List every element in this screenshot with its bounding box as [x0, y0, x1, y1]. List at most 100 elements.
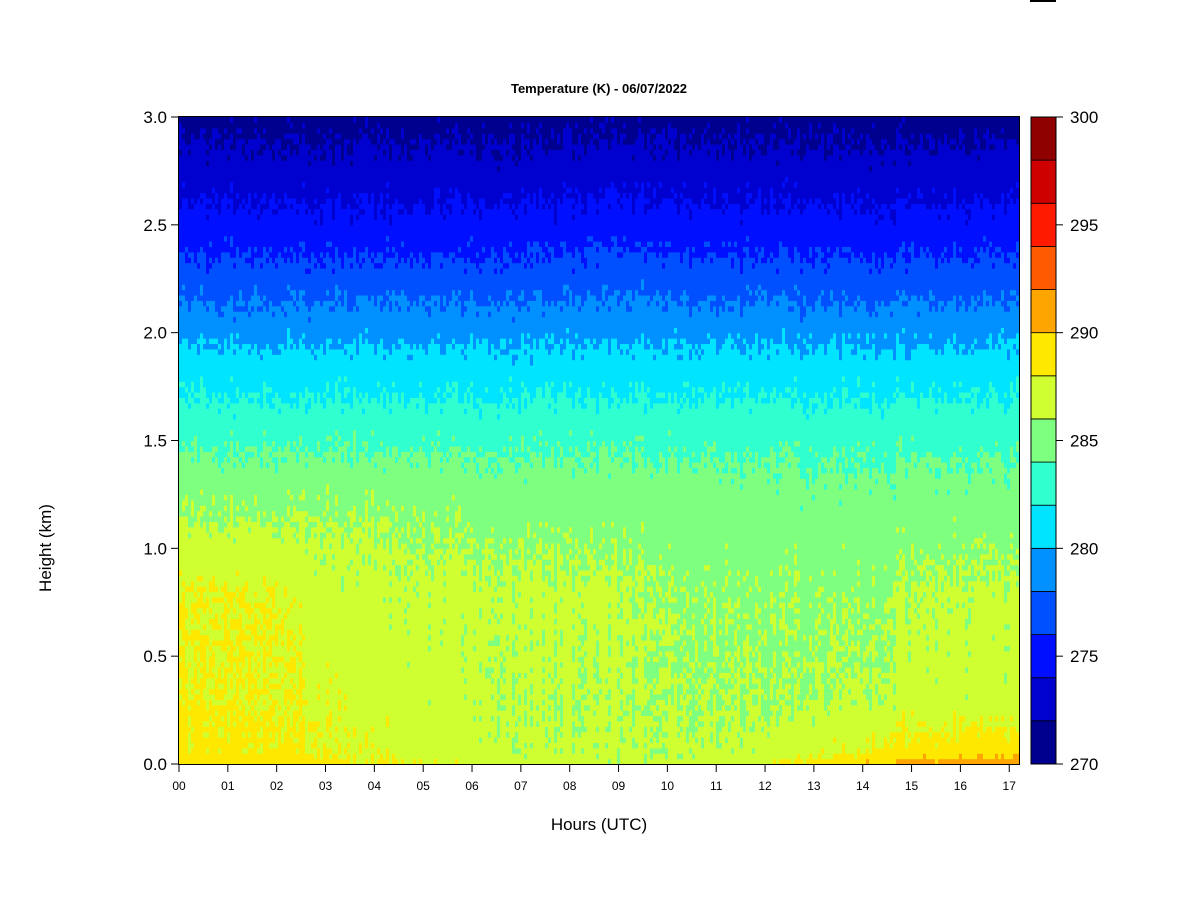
heatmap-cell: [272, 537, 276, 587]
heatmap-cell: [521, 391, 525, 436]
heatmap-cell: [680, 758, 684, 765]
heatmap-cell: [278, 343, 282, 350]
heatmap-cell: [545, 445, 549, 458]
heatmap-cell: [242, 311, 246, 345]
heatmap-cell: [389, 602, 393, 614]
heatmap-cell: [542, 710, 546, 722]
heatmap-cell: [389, 138, 393, 145]
heatmap-cell: [182, 181, 186, 188]
heatmap-cell: [683, 289, 687, 339]
heatmap-cell: [245, 650, 249, 657]
heatmap-cell: [251, 445, 255, 452]
heatmap-cell: [419, 117, 423, 134]
heatmap-cell: [290, 154, 294, 199]
heatmap-cell: [179, 699, 183, 765]
heatmap-cell: [182, 591, 186, 641]
heatmap-cell: [194, 203, 198, 264]
heatmap-cell: [296, 408, 300, 447]
heatmap-cell: [191, 397, 195, 442]
heatmap-cell: [626, 246, 630, 291]
heatmap-cell: [542, 666, 546, 673]
heatmap-cell: [497, 311, 501, 350]
heatmap-cell: [458, 192, 462, 247]
heatmap-cell: [644, 613, 648, 625]
heatmap-cell: [332, 451, 336, 458]
heatmap-cell: [209, 532, 213, 539]
heatmap-cell: [482, 338, 486, 404]
heatmap-cell: [698, 462, 702, 663]
heatmap-cell: [269, 408, 273, 447]
heatmap-cell: [578, 569, 582, 593]
heatmap-cell: [302, 117, 306, 123]
heatmap-cell: [509, 391, 513, 404]
heatmap-cell: [296, 699, 300, 706]
heatmap-cell: [578, 192, 582, 253]
heatmap-cell: [323, 510, 327, 517]
heatmap-cell: [596, 300, 600, 307]
heatmap-cell: [512, 117, 516, 134]
heatmap-cell: [320, 456, 324, 522]
heatmap-cell: [218, 214, 222, 264]
heatmap-cell: [527, 559, 531, 765]
heatmap-cell: [626, 618, 630, 625]
heatmap-cell: [203, 688, 207, 700]
heatmap-cell: [692, 251, 696, 258]
heatmap-cell: [302, 181, 306, 188]
heatmap-cell: [545, 246, 549, 258]
heatmap-cell: [305, 699, 309, 706]
heatmap-cell: [686, 300, 690, 307]
heatmap-cell: [320, 224, 324, 253]
heatmap-cell: [437, 542, 441, 549]
heatmap-cell: [200, 127, 204, 194]
heatmap-cell: [608, 731, 612, 760]
heatmap-cell: [182, 510, 186, 517]
heatmap-cell: [218, 467, 222, 512]
heatmap-cell: [644, 677, 648, 684]
heatmap-cell: [494, 737, 498, 744]
heatmap-cell: [221, 613, 225, 620]
heatmap-cell: [695, 408, 699, 463]
heatmap-cell: [272, 688, 276, 700]
heatmap-cell: [386, 515, 390, 533]
heatmap-cell: [275, 262, 279, 269]
heatmap-cell: [338, 742, 342, 754]
heatmap-cell: [473, 208, 477, 215]
heatmap-cell: [593, 710, 597, 717]
heatmap-cell: [494, 451, 498, 458]
heatmap-cell: [245, 623, 249, 630]
heatmap-cell: [320, 257, 324, 269]
heatmap-cell: [596, 656, 600, 663]
heatmap-cell: [515, 251, 519, 258]
heatmap-cell: [272, 408, 276, 442]
heatmap-cell: [419, 391, 423, 447]
heatmap-cell: [200, 666, 204, 673]
heatmap-cell: [194, 262, 198, 296]
heatmap-cell: [431, 208, 435, 253]
heatmap-cell: [332, 300, 336, 307]
heatmap-cell: [284, 316, 288, 350]
heatmap-cell: [335, 672, 339, 679]
heatmap-cell: [713, 693, 717, 765]
heatmap-cell: [572, 348, 576, 361]
heatmap-cell: [248, 618, 252, 625]
heatmap-cell: [470, 197, 474, 237]
heatmap-cell: [275, 656, 279, 668]
heatmap-cell: [572, 607, 576, 614]
heatmap-cell: [500, 613, 504, 620]
heatmap-cell: [212, 505, 216, 522]
heatmap-cell: [638, 391, 642, 436]
heatmap-cell: [185, 143, 189, 199]
heatmap-cell: [641, 548, 645, 555]
heatmap-cell: [626, 348, 630, 355]
heatmap-cell: [548, 569, 552, 587]
heatmap-cell: [332, 753, 336, 765]
heatmap-cell: [269, 586, 273, 598]
heatmap-cell: [281, 526, 285, 539]
heatmap-cell: [413, 117, 417, 140]
heatmap-cell: [566, 456, 570, 533]
heatmap-cell: [272, 656, 276, 663]
heatmap-cell: [626, 117, 630, 145]
heatmap-cell: [353, 246, 357, 307]
heatmap-cell: [533, 435, 537, 442]
heatmap-cell: [647, 133, 651, 183]
